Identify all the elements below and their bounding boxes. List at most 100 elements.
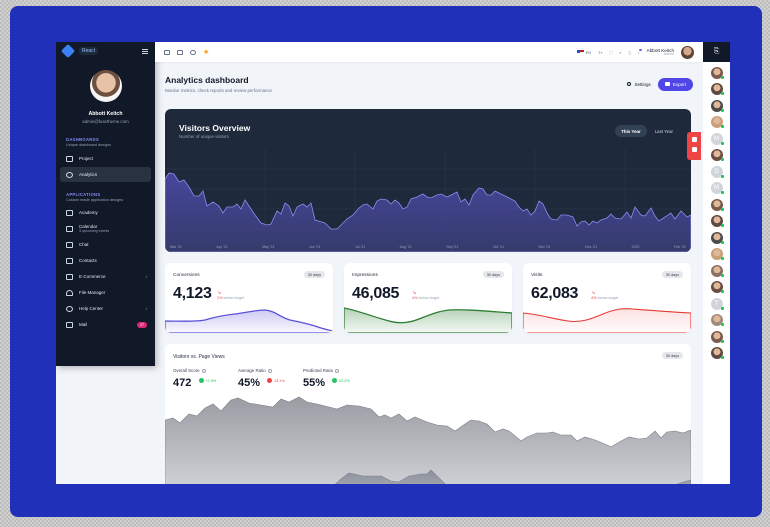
mail-count-badge: 27 [137,321,147,328]
trend-down-icon: ↘ [217,290,222,296]
metric-value: 55% [303,377,326,389]
sidebar-item-chat[interactable]: Chat [60,237,151,252]
contact-avatar[interactable] [710,99,724,112]
logo-icon [60,43,76,59]
contact-avatar[interactable] [710,281,724,293]
x-label: Apr '21 [216,245,228,249]
chat-toggle-icon[interactable]: ⎘ [703,42,730,62]
contact-avatar[interactable] [710,347,724,359]
contact-avatar[interactable]: M [710,132,724,145]
trend-down-icon: ↘ [591,290,596,296]
period-badge[interactable]: 30 days [661,352,683,359]
trend-pct: 2% [217,296,223,300]
x-label: Mar '21 [170,245,182,249]
academic-cap-icon [66,209,73,216]
trend: ↘ 4% below target [412,290,439,300]
settings-button[interactable]: Settings [626,81,651,87]
theme-settings-tab[interactable] [687,132,701,160]
tab-last-year[interactable]: Last Year [654,128,673,134]
chat-icon [66,241,73,248]
period-badge[interactable]: 30 days [303,271,325,278]
card-label: Impressions [352,273,378,278]
tab-this-year[interactable]: This Year [615,125,647,137]
contact-avatar[interactable] [710,314,724,326]
user-email: admin@fusetheme.com [82,119,129,124]
x-label: 2022 [631,245,640,249]
sidebar-item-mail[interactable]: Mail 27 [60,317,151,332]
x-label: Sep '21 [446,245,459,249]
clipboard-icon [66,155,73,162]
info-icon[interactable] [335,368,340,373]
chevron-right-icon: › [145,274,147,279]
cart-icon [66,273,73,280]
info-icon[interactable] [267,368,272,373]
section-title-applications: APPLICATIONS [66,192,101,197]
arrow-up-icon [332,378,338,383]
period-badge[interactable]: 30 days [482,271,504,278]
trend-text: below target [597,296,619,300]
sidebar-item-analytics[interactable]: Analytics [60,167,151,182]
nav-label: Calendar [79,224,98,229]
period-badge[interactable]: 30 days [661,271,683,278]
bookmark-icon[interactable]: ▯ [628,49,631,55]
sidebar-item-academy[interactable]: Academy [60,205,151,220]
contact-avatar[interactable] [710,66,724,79]
info-icon[interactable] [201,368,206,373]
contact-avatar[interactable] [710,231,724,244]
card-title: Visitors Overview [179,123,251,133]
avatar[interactable] [681,45,694,59]
sidebar-item-file-manager[interactable]: File Manager [60,285,151,300]
sidebar-item-ecommerce[interactable]: E-Commerce › [60,269,151,284]
contact-avatar[interactable] [710,116,724,128]
gear-icon [691,137,697,142]
search-icon[interactable]: ⌕ [619,49,622,55]
card-label: Conversions [173,273,200,278]
stats-row: Conversions 30 days 4,123 ↘ 2% below tar… [165,263,691,333]
star-icon[interactable]: ★ [203,49,210,56]
contact-avatar[interactable] [710,83,724,95]
trend-down-icon: ↘ [412,290,417,296]
section-title-dashboards: DASHBOARDS [66,137,100,142]
sidebar-item-project[interactable]: Project [60,151,151,166]
sidebar-item-calendar[interactable]: Calendar 3 upcoming events [60,221,151,236]
x-label: Oct '21 [492,245,505,249]
menu-icon[interactable] [142,48,148,54]
fullscreen-icon[interactable]: ⛶ [609,49,613,55]
contact-avatar[interactable] [710,149,724,161]
contact-avatar[interactable] [710,198,724,211]
contact-avatar[interactable] [710,215,724,227]
nav-label: Analytics [79,172,98,177]
contact-avatar[interactable] [710,330,724,343]
user-menu[interactable]: Abbott Keitch Admin [647,48,674,57]
chevron-right-icon: › [145,306,147,311]
contact-avatar[interactable] [710,264,724,277]
mail-shortcut-icon[interactable] [177,49,183,55]
text-size-icon[interactable]: Tт [598,49,603,55]
us-flag-icon [576,50,584,54]
contact-avatar[interactable] [710,248,724,260]
language-selector[interactable]: EN [576,50,591,55]
avatar[interactable] [89,70,122,102]
stat-value: 62,083 [531,285,579,302]
contact-avatar[interactable]: T [710,297,724,310]
help-icon [66,305,73,312]
contact-avatar[interactable]: D [710,165,724,178]
sidebar-item-help-center[interactable]: Help Center › [60,301,151,316]
contact-avatar[interactable]: M [710,182,724,194]
card-title: Visitors vs. Page Views [173,354,225,360]
contacts-shortcut-icon[interactable] [190,49,196,55]
cloud-icon [66,289,73,296]
sidebar-item-contacts[interactable]: Contacts [60,253,151,268]
card-subtitle: Number of unique visitors [179,134,229,139]
user-role: Admin [663,51,674,56]
conversions-card: Conversions 30 days 4,123 ↘ 2% below tar… [165,263,333,333]
card-label: Visits [531,273,543,278]
visitors-area-chart [165,149,691,252]
stat-value: 46,085 [352,285,400,302]
settings-label: Settings [634,81,651,87]
export-button[interactable]: Export [657,77,693,91]
visitors-overview-card: Visitors Overview Number of unique visit… [165,109,691,252]
notifications-icon[interactable]: ♪ [637,48,642,55]
visits-card: Visits 30 days 62,083 ↘ 4% below target [523,263,691,333]
calendar-shortcut-icon[interactable] [164,49,170,55]
